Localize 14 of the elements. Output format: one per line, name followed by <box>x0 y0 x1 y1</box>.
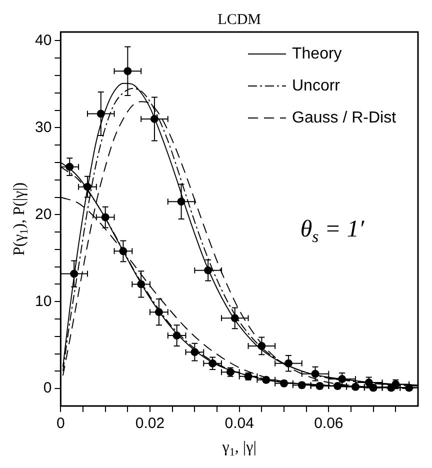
y-tick-label: 30 <box>34 118 52 136</box>
y-axis-title: P(γ1), P(|γ|) <box>11 182 31 256</box>
chart-title: LCDM <box>218 12 262 28</box>
x-tick-label: 0.04 <box>224 415 254 432</box>
x-tick-label: 0.06 <box>314 415 344 432</box>
x-tick-label: 0.02 <box>135 415 165 432</box>
y-tick-label: 20 <box>34 206 52 223</box>
legend-label: Uncorr <box>292 77 341 94</box>
y-tick-label: 40 <box>34 32 52 49</box>
x-tick-label: 0 <box>56 415 65 432</box>
legend-label: Theory <box>292 45 342 62</box>
legend-label: Gauss / R-Dist <box>292 109 397 126</box>
y-tick-label: 0 <box>43 380 52 397</box>
y-tick-label: 10 <box>34 292 52 310</box>
